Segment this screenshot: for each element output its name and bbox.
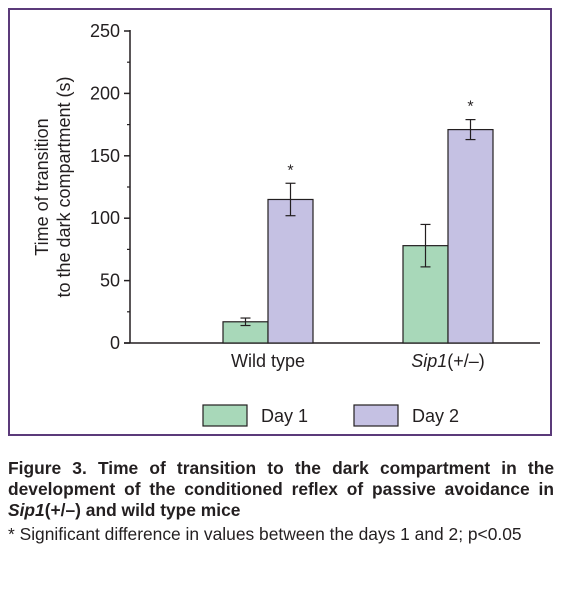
y-tick-label: 100 [90,208,120,228]
category-label-suffix: (+/–) [447,351,485,371]
bar [267,198,314,344]
caption-title-part1: Figure 3. Time of transition to the dark… [8,458,554,499]
caption-title-italic: Sip1 [8,500,45,520]
caption-title: Figure 3. Time of transition to the dark… [8,458,554,521]
y-tick-label: 250 [90,21,120,41]
legend-label: Day 1 [261,406,308,426]
legend-swatch [202,404,248,427]
category-label-italic: Sip1 [411,351,447,371]
figure-caption: Figure 3. Time of transition to the dark… [8,458,554,545]
y-axis-title-line: Time of transition [32,118,52,255]
y-tick-label: 50 [100,271,120,291]
significance-marker: * [467,99,473,116]
y-tick-label: 150 [90,146,120,166]
legend-swatch [353,404,399,427]
bar [447,128,494,344]
bar-chart: 0 50 100 150 200 250 Time of transition to the … [32,21,540,427]
y-tick-label: 200 [90,83,120,103]
figure-frame: 0 50 100 150 200 250 Time of transition to the … [8,8,552,436]
y-tick-label: 0 [110,333,120,353]
y-axis-title-line: to the dark compartment (s) [54,76,74,297]
category-label: Wild type [231,351,305,371]
caption-title-part2: (+/–) and wild type mice [44,500,241,520]
legend-label: Day 2 [412,406,459,426]
significance-marker: * [287,162,293,179]
category-label: Sip1(+/–) [411,351,485,371]
caption-note: * Significant difference in values betwe… [8,524,522,544]
